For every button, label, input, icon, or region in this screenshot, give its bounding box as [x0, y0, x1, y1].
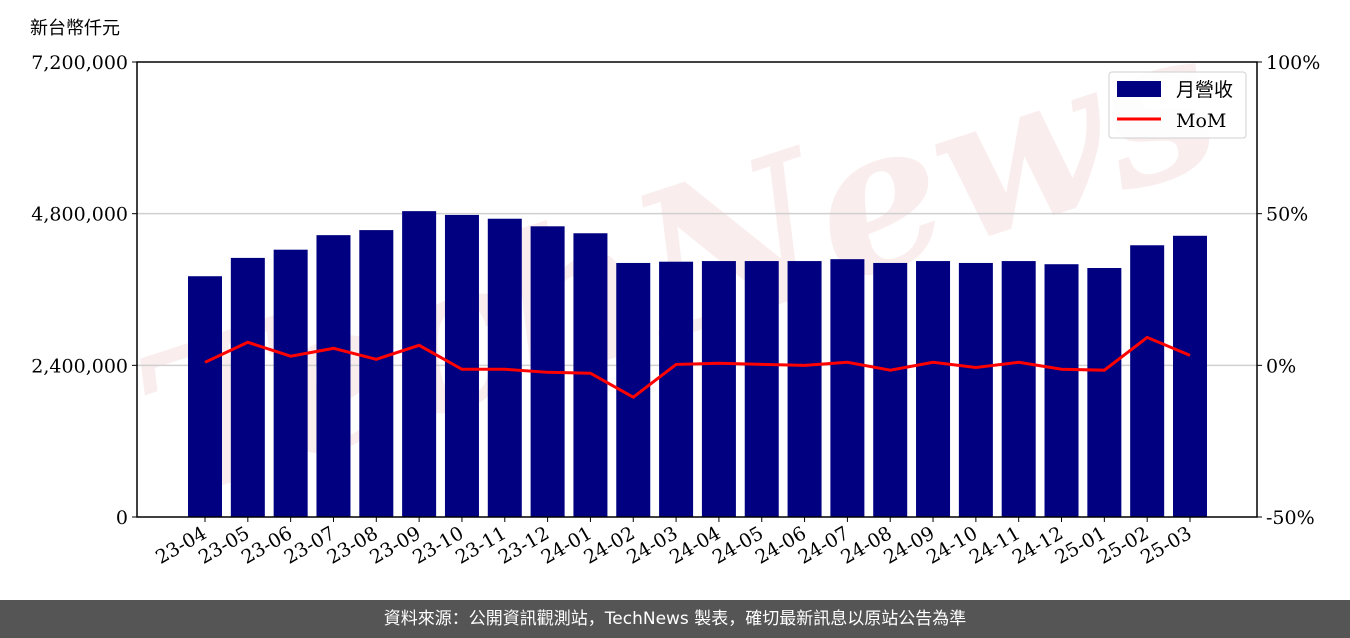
bar	[873, 262, 908, 517]
y-tick-label: 7,200,000	[31, 52, 128, 74]
source-footer: 資料來源：公開資訊觀測站，TechNews 製表，確切最新訊息以原站公告為準	[0, 600, 1350, 638]
legend-label: MoM	[1176, 110, 1226, 132]
legend-label: 月營收	[1176, 79, 1233, 101]
y-right-tick-label: -50%	[1266, 507, 1315, 529]
bar	[701, 261, 736, 517]
bar	[916, 261, 951, 517]
bar	[573, 233, 608, 517]
y-tick-label: 2,400,000	[31, 355, 128, 377]
y-tick-label: 4,800,000	[31, 204, 128, 226]
bar	[359, 230, 394, 517]
bar	[659, 261, 694, 517]
bar	[230, 257, 265, 517]
bar	[787, 261, 822, 517]
bar	[444, 214, 479, 518]
bar	[1130, 245, 1165, 517]
legend-swatch-bar	[1117, 81, 1161, 97]
x-tick-label: 25-03	[1137, 522, 1195, 568]
y-right-tick-label: 100%	[1266, 52, 1320, 74]
bar	[830, 259, 865, 517]
bar	[1044, 264, 1079, 517]
bar	[744, 261, 779, 517]
bar	[1001, 261, 1036, 517]
bar	[1173, 235, 1207, 517]
bar	[1087, 268, 1122, 517]
mom-line	[204, 335, 1191, 399]
y-right-tick-label: 50%	[1266, 204, 1308, 226]
bar	[958, 262, 993, 517]
chart: TechNews02,400,0004,800,0007,200,000-50%…	[30, 0, 1320, 569]
plot-frame	[136, 61, 1258, 518]
bar	[316, 235, 351, 517]
y-tick-label: 0	[116, 507, 128, 529]
y-axis-label: 新台幣仟元	[30, 18, 120, 39]
bar	[188, 276, 222, 517]
y-right-tick-label: 0%	[1266, 355, 1296, 377]
bar	[273, 249, 308, 517]
bar	[402, 211, 437, 517]
